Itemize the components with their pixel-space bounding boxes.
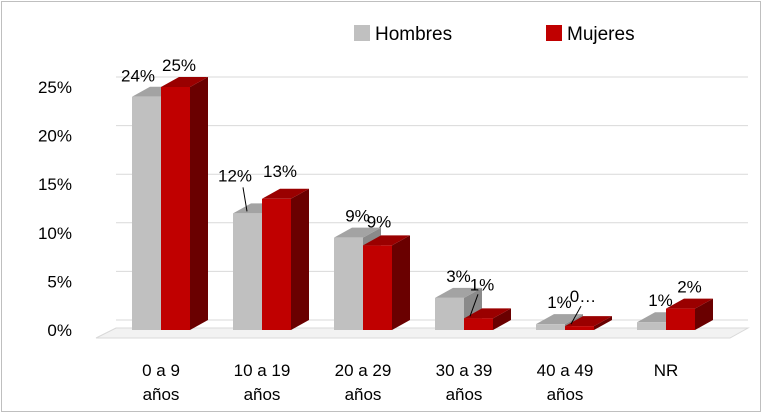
y-tick-label: 5%: [47, 272, 72, 291]
data-label: 1%: [470, 275, 495, 294]
x-category-label: 0 a 9 años: [142, 361, 180, 404]
bar-front: [666, 308, 695, 330]
bar-front: [464, 318, 493, 330]
bar-side: [392, 235, 410, 330]
legend-swatch: [354, 25, 370, 41]
bar-front: [233, 213, 262, 330]
x-axis-categories: 0 a 9 años 10 a 19 años 20 a 29 años 30 a 39 añ…: [142, 361, 678, 404]
chart-floor: [95, 327, 750, 339]
legend: Hombres Mujeres: [354, 24, 635, 45]
bar-top: [435, 287, 482, 298]
bars: [132, 77, 713, 330]
bar-top: [334, 227, 381, 238]
data-label: 25%: [162, 56, 196, 75]
bar-mujeres: [363, 235, 410, 330]
gridlines: [116, 76, 748, 321]
leader-line: [570, 305, 582, 325]
y-tick-label: 15%: [38, 175, 72, 194]
bar-top: [161, 77, 208, 87]
x-category-label: 40 a 49 años: [537, 361, 594, 404]
y-tick-label: 20%: [38, 127, 72, 146]
x-category-label: 20 a 29 años: [335, 361, 392, 404]
data-label: 0…: [570, 287, 596, 306]
x-category-label: 10 a 19 años: [234, 361, 291, 404]
data-label: 1%: [547, 293, 572, 312]
y-tick-label: 10%: [38, 224, 72, 243]
y-tick-label: 25%: [38, 78, 72, 97]
bar-front: [363, 245, 392, 330]
bar-mujeres: [464, 308, 511, 330]
data-label: 9%: [367, 212, 392, 231]
bar-top: [536, 314, 583, 325]
bar-front: [334, 237, 363, 330]
legend-label: Mujeres: [567, 24, 635, 45]
bar-front: [565, 326, 594, 330]
data-label: 3%: [446, 267, 471, 286]
bar-front: [132, 96, 161, 330]
bar-side: [190, 77, 208, 330]
bar-mujeres: [161, 77, 208, 330]
legend-label: Hombres: [375, 24, 452, 45]
bar-hombres: [435, 287, 482, 330]
bar-top: [262, 188, 309, 199]
bar-side: [594, 316, 612, 330]
x-category-label: NR: [654, 361, 679, 380]
y-tick-label: 0%: [47, 321, 72, 340]
bar-top: [464, 308, 511, 319]
data-labels: 24%25%12% 13%9%9%3%1%1%0… 1%2%: [121, 56, 702, 325]
data-label: 2%: [677, 278, 702, 297]
bar-front: [435, 297, 464, 330]
bar-top: [565, 316, 612, 327]
bar-side: [493, 308, 511, 330]
data-label: 12%: [218, 166, 252, 185]
leader-line: [242, 187, 248, 212]
bar-mujeres: [262, 188, 309, 330]
data-label: 9%: [345, 207, 370, 226]
bar-front: [262, 198, 291, 330]
legend-item-mujeres: Mujeres: [546, 24, 635, 45]
bar-front: [637, 322, 666, 330]
bar-top: [363, 235, 410, 246]
leader-line: [469, 294, 479, 317]
bar-mujeres: [666, 298, 713, 330]
legend-swatch: [546, 25, 562, 41]
bar-front: [536, 324, 565, 330]
data-label: 1%: [648, 291, 673, 310]
data-label: 24%: [121, 67, 155, 86]
bar-front: [161, 87, 190, 330]
data-label: 13%: [263, 162, 297, 181]
y-axis-ticks: 0% 5% 10% 15% 20% 25%: [38, 78, 72, 340]
bar-mujeres: [565, 316, 612, 330]
bar-side: [291, 188, 309, 330]
legend-item-hombres: Hombres: [354, 24, 452, 45]
x-category-label: 30 a 39 años: [436, 361, 493, 404]
bar-top: [666, 298, 713, 309]
bar-side: [695, 298, 713, 330]
